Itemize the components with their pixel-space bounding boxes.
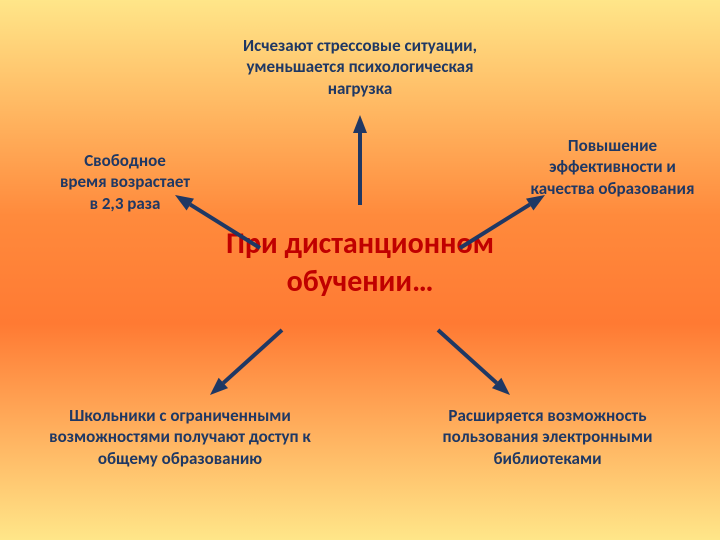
radial-diagram: При дистанционном обучении… Исчезают стр… xyxy=(0,0,720,540)
arrow-left xyxy=(0,0,720,540)
